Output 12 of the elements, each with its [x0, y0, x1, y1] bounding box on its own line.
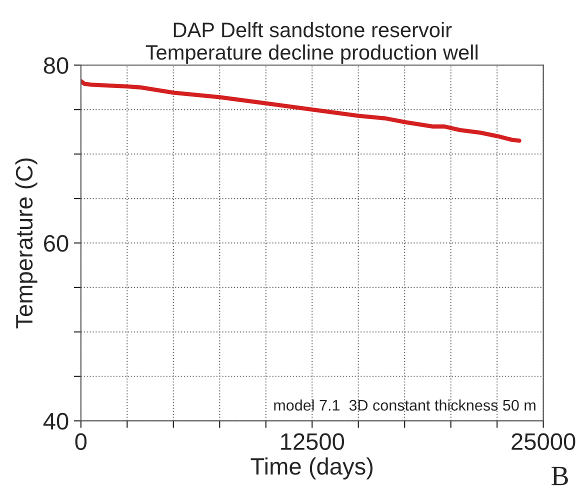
chart-title: DAP Delft sandstone reservoir Temperature decline production well: [146, 22, 478, 64]
x-tick-label: 12500: [281, 433, 344, 450]
y-axis-title: Temperature (C): [15, 158, 38, 328]
annotation: model 7.1 3D constant thickness 50 m: [274, 399, 536, 411]
text: B: [552, 466, 568, 486]
x-tick-label: 25000: [512, 433, 576, 450]
line-series: [80, 79, 522, 143]
y-tick-label: 80: [44, 57, 68, 74]
y-tick-label: 60: [44, 235, 68, 252]
y-tick-label: 40: [43, 412, 68, 430]
x-tick-label: 0: [75, 433, 87, 450]
x-axis-title: Time (days): [250, 457, 373, 480]
